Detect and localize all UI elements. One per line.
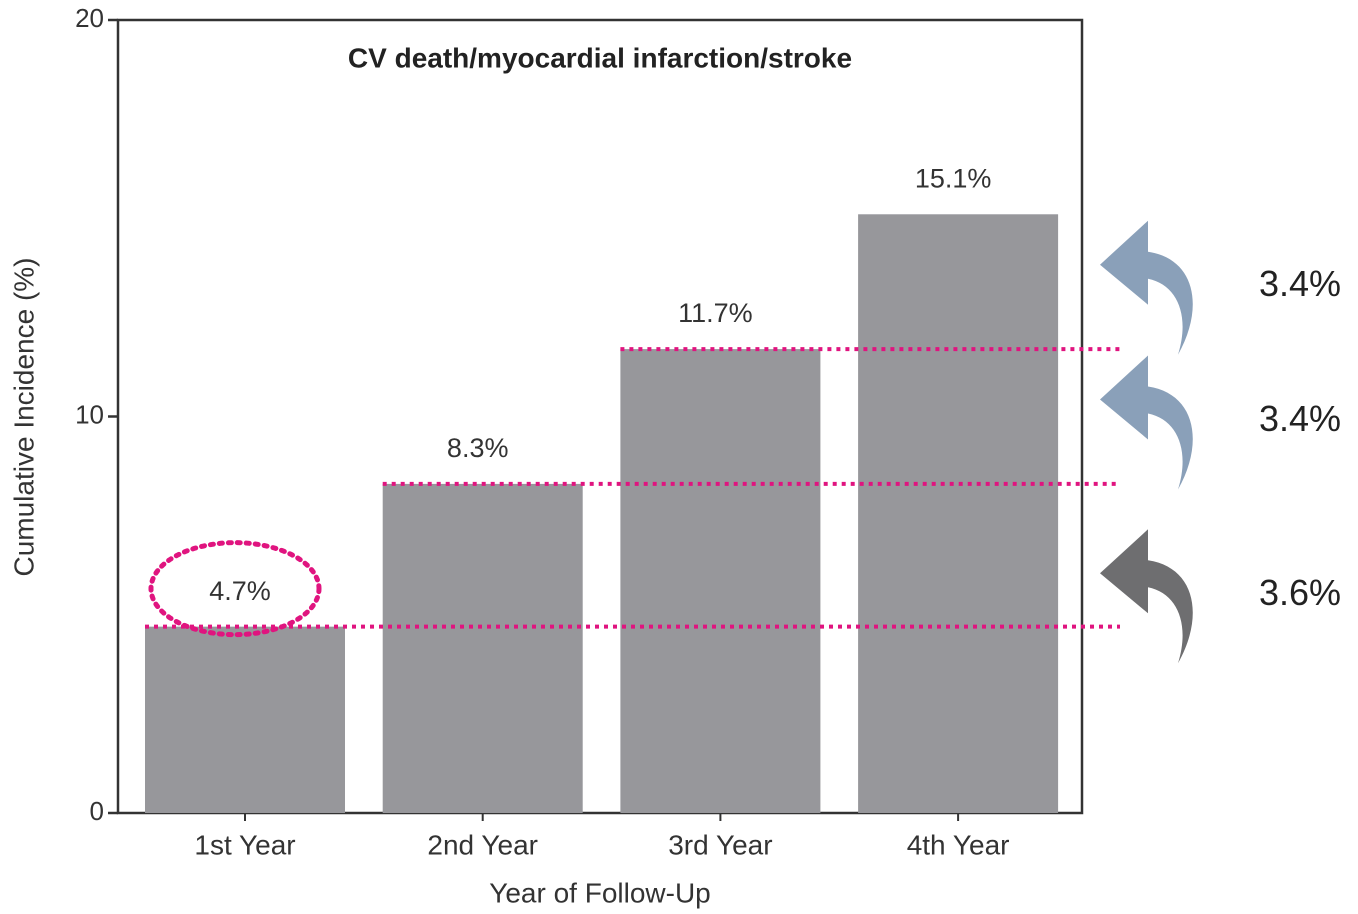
increment-label: 3.4% [1259, 398, 1341, 439]
increment-arrow [1100, 220, 1193, 355]
x-tick-label: 3rd Year [668, 829, 772, 860]
x-tick-label: 1st Year [194, 829, 295, 860]
bar [382, 483, 583, 813]
value-label: 11.7% [678, 298, 753, 328]
y-axis-label: Cumulative Incidence (%) [8, 257, 39, 576]
x-axis-label: Year of Follow-Up [489, 877, 711, 908]
y-tick-label: 20 [75, 3, 104, 33]
x-tick-label: 2nd Year [427, 829, 538, 860]
bar [858, 214, 1059, 813]
increment-label: 3.4% [1259, 263, 1341, 304]
value-label: 15.1% [915, 163, 992, 193]
value-label: 4.7% [209, 576, 271, 606]
value-label: 8.3% [447, 433, 509, 463]
y-tick-label: 10 [75, 399, 104, 429]
highlight-ellipse [148, 540, 322, 638]
increment-label: 3.6% [1259, 572, 1341, 613]
bar [145, 626, 345, 813]
increment-arrow [1100, 529, 1193, 664]
chart-title: CV death/myocardial infarction/stroke [348, 42, 852, 73]
bar [620, 349, 821, 813]
x-tick-label: 4th Year [907, 829, 1010, 860]
increment-arrow [1100, 355, 1193, 490]
y-tick-label: 0 [90, 796, 104, 826]
